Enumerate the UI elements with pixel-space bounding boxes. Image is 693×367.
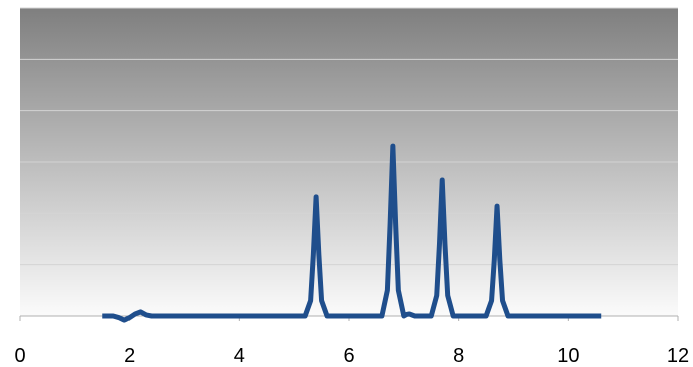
x-tick-label: 4 [234,345,245,367]
x-tick-label: 0 [14,345,25,367]
x-tick-label: 6 [343,345,354,367]
data-line [102,143,602,323]
x-tick-label: 12 [667,345,689,367]
x-tick-label: 10 [557,345,579,367]
x-tick-label: 8 [453,345,464,367]
x-tick-label: 2 [124,345,135,367]
